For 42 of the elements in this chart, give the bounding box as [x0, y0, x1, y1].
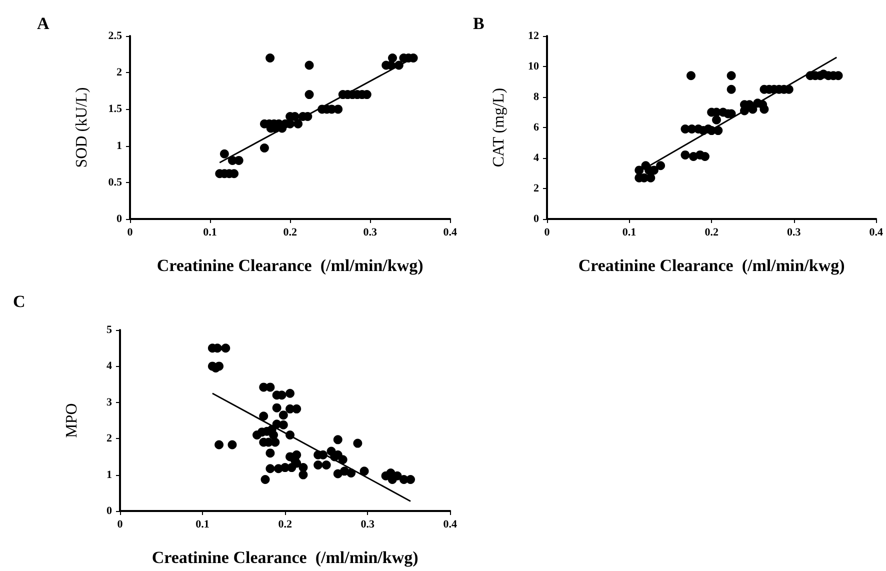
y-axis-title: SOD (kU/L) — [74, 87, 90, 168]
y-tick-label: 1 — [116, 140, 122, 152]
chart-title: B — [473, 14, 484, 33]
y-tick-label: 3 — [106, 396, 112, 408]
x-tick-label: 0.4 — [443, 226, 458, 238]
y-tick-label: 10 — [528, 60, 540, 72]
x-tick-label: 0.4 — [869, 226, 884, 238]
y-tick-label: 12 — [528, 30, 540, 42]
x-tick-label: 0.2 — [278, 518, 292, 530]
x-tick-label: 0.3 — [360, 518, 375, 530]
x-axis-title: Creatinine Clearance (/ml/min/kwg) — [156, 256, 424, 275]
y-tick-label: 0.5 — [108, 176, 122, 188]
x-tick-label: 0.3 — [786, 226, 802, 238]
y-tick-label: 2 — [534, 182, 540, 194]
y-axis-title: MPO — [64, 403, 80, 438]
x-tick-label: 0 — [127, 226, 134, 238]
y-tick-label: 6 — [534, 122, 540, 134]
y-axis-title: CAT (mg/L) — [490, 88, 508, 168]
y-tick-label: 0 — [106, 505, 112, 517]
chart-title: A — [37, 14, 50, 33]
chart-title: C — [13, 292, 26, 311]
x-tick-label: 0 — [544, 226, 550, 238]
x-tick-label: 0.1 — [622, 226, 636, 238]
y-tick-label: 2 — [116, 66, 122, 79]
x-tick-label: 0.2 — [704, 226, 719, 238]
y-tick-label: 8 — [534, 91, 540, 103]
y-tick-label: 2.5 — [108, 30, 122, 42]
y-tick-label: 0 — [116, 213, 122, 225]
x-tick-label: 0.3 — [363, 226, 378, 238]
x-axis-title: Creatinine Clearance (/ml/min/kwg) — [578, 256, 845, 275]
x-axis-title: Creatinine Clearance (/ml/min/kwg) — [152, 548, 418, 567]
x-tick-label: 0.2 — [283, 226, 298, 238]
y-tick-label: 4 — [106, 360, 112, 372]
x-tick-label: 0.1 — [196, 518, 210, 530]
x-tick-label: 0.4 — [443, 518, 458, 530]
y-tick-label: 4 — [534, 152, 540, 164]
x-tick-label: 0.1 — [203, 226, 217, 238]
y-tick-label: 1 — [106, 468, 112, 481]
y-tick-label: 5 — [106, 324, 112, 336]
y-tick-label: 2 — [106, 432, 112, 445]
y-tick-label: 0 — [534, 213, 540, 225]
y-tick-label: 1.5 — [108, 103, 122, 116]
